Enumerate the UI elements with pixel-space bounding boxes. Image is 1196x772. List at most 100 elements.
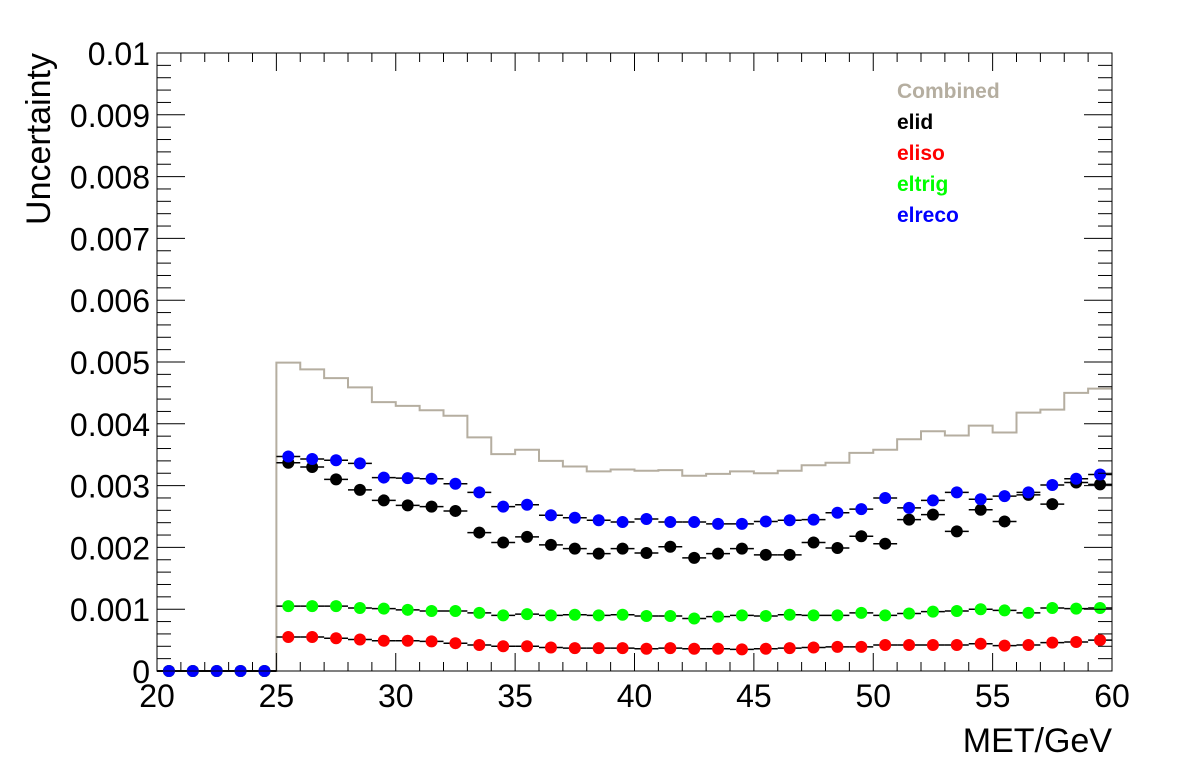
combined-step-layer bbox=[157, 361, 1112, 672]
y-tick-label: 0.007 bbox=[70, 221, 150, 257]
data-point bbox=[640, 609, 653, 622]
data-point bbox=[998, 515, 1011, 528]
data-point bbox=[688, 551, 701, 564]
data-point bbox=[592, 547, 605, 560]
data-point bbox=[640, 642, 653, 655]
data-point bbox=[330, 454, 343, 467]
data-point bbox=[473, 526, 486, 539]
data-point bbox=[735, 517, 748, 530]
data-point bbox=[449, 477, 462, 490]
data-point bbox=[353, 601, 366, 614]
legend-entry-eliso: eliso bbox=[897, 142, 945, 165]
data-point bbox=[377, 494, 390, 507]
legend: Combined elid eliso eltrig elreco bbox=[897, 80, 1000, 227]
data-point bbox=[1046, 601, 1059, 614]
data-point bbox=[425, 472, 438, 485]
x-tick-label: 40 bbox=[617, 678, 653, 714]
data-point bbox=[926, 494, 939, 507]
data-point bbox=[568, 511, 581, 524]
data-point bbox=[998, 604, 1011, 617]
data-point bbox=[879, 537, 892, 550]
data-point bbox=[449, 504, 462, 517]
data-point bbox=[473, 486, 486, 499]
data-point bbox=[616, 608, 629, 621]
data-point bbox=[592, 514, 605, 527]
data-point bbox=[688, 612, 701, 625]
y-axis-label: Uncertainty bbox=[20, 53, 58, 225]
data-point bbox=[353, 633, 366, 646]
series-elreco bbox=[157, 450, 1112, 677]
x-axis-label: MET/GeV bbox=[963, 722, 1113, 760]
data-point bbox=[855, 640, 868, 653]
data-point bbox=[1022, 639, 1035, 652]
data-point bbox=[377, 602, 390, 615]
data-point bbox=[521, 530, 534, 543]
data-point bbox=[998, 639, 1011, 652]
data-point bbox=[950, 486, 963, 499]
data-point bbox=[1070, 602, 1083, 615]
x-tick-label: 35 bbox=[497, 678, 533, 714]
data-point bbox=[377, 471, 390, 484]
axes-layer: 20 25 30 35 40 45 50 55 60 0 0.001 0.002 0.003 0.004 0… bbox=[70, 36, 1130, 714]
data-point bbox=[330, 632, 343, 645]
data-point bbox=[330, 473, 343, 486]
data-point bbox=[544, 509, 557, 522]
y-tick-label: 0.01 bbox=[88, 36, 150, 72]
data-point bbox=[807, 536, 820, 549]
data-point bbox=[1094, 634, 1107, 647]
legend-entry-elid: elid bbox=[897, 111, 933, 134]
data-point bbox=[473, 639, 486, 652]
data-point bbox=[306, 453, 319, 466]
legend-entry-Combined: Combined bbox=[897, 80, 1000, 103]
data-point bbox=[783, 642, 796, 655]
data-point bbox=[759, 515, 772, 528]
data-point bbox=[497, 640, 510, 653]
data-point bbox=[425, 635, 438, 648]
data-point bbox=[473, 606, 486, 619]
data-point bbox=[640, 512, 653, 525]
data-point bbox=[950, 605, 963, 618]
data-point bbox=[783, 548, 796, 561]
data-point bbox=[616, 642, 629, 655]
data-point bbox=[974, 603, 987, 616]
x-tick-label: 45 bbox=[736, 678, 772, 714]
data-point bbox=[425, 500, 438, 513]
data-point bbox=[497, 536, 510, 549]
y-tick-label: 0.001 bbox=[70, 592, 150, 628]
data-point bbox=[544, 641, 557, 654]
data-point bbox=[568, 608, 581, 621]
data-point bbox=[401, 472, 414, 485]
data-point bbox=[401, 603, 414, 616]
data-point bbox=[903, 501, 916, 514]
data-point bbox=[688, 642, 701, 655]
data-point bbox=[664, 516, 677, 529]
combined-step-line bbox=[157, 361, 1112, 672]
y-tick-label: 0.004 bbox=[70, 407, 150, 443]
data-point bbox=[1094, 601, 1107, 614]
x-tick-label: 20 bbox=[139, 678, 175, 714]
x-tick-label: 50 bbox=[855, 678, 891, 714]
data-point bbox=[926, 508, 939, 521]
data-point bbox=[521, 640, 534, 653]
data-point bbox=[1094, 468, 1107, 481]
data-point bbox=[879, 639, 892, 652]
x-tick-label: 30 bbox=[378, 678, 414, 714]
data-point bbox=[831, 640, 844, 653]
data-point bbox=[377, 634, 390, 647]
data-point bbox=[1046, 636, 1059, 649]
data-point bbox=[1094, 478, 1107, 491]
data-point bbox=[1046, 498, 1059, 511]
y-tick-label: 0.006 bbox=[70, 283, 150, 319]
data-point bbox=[449, 605, 462, 618]
data-point bbox=[282, 450, 295, 463]
data-point bbox=[306, 600, 319, 613]
data-point bbox=[664, 609, 677, 622]
data-point bbox=[807, 641, 820, 654]
data-point bbox=[544, 538, 557, 551]
data-point bbox=[521, 608, 534, 621]
x-tick-label: 55 bbox=[975, 678, 1011, 714]
data-point bbox=[1070, 635, 1083, 648]
data-point bbox=[544, 609, 557, 622]
data-point bbox=[855, 606, 868, 619]
data-point bbox=[640, 546, 653, 559]
